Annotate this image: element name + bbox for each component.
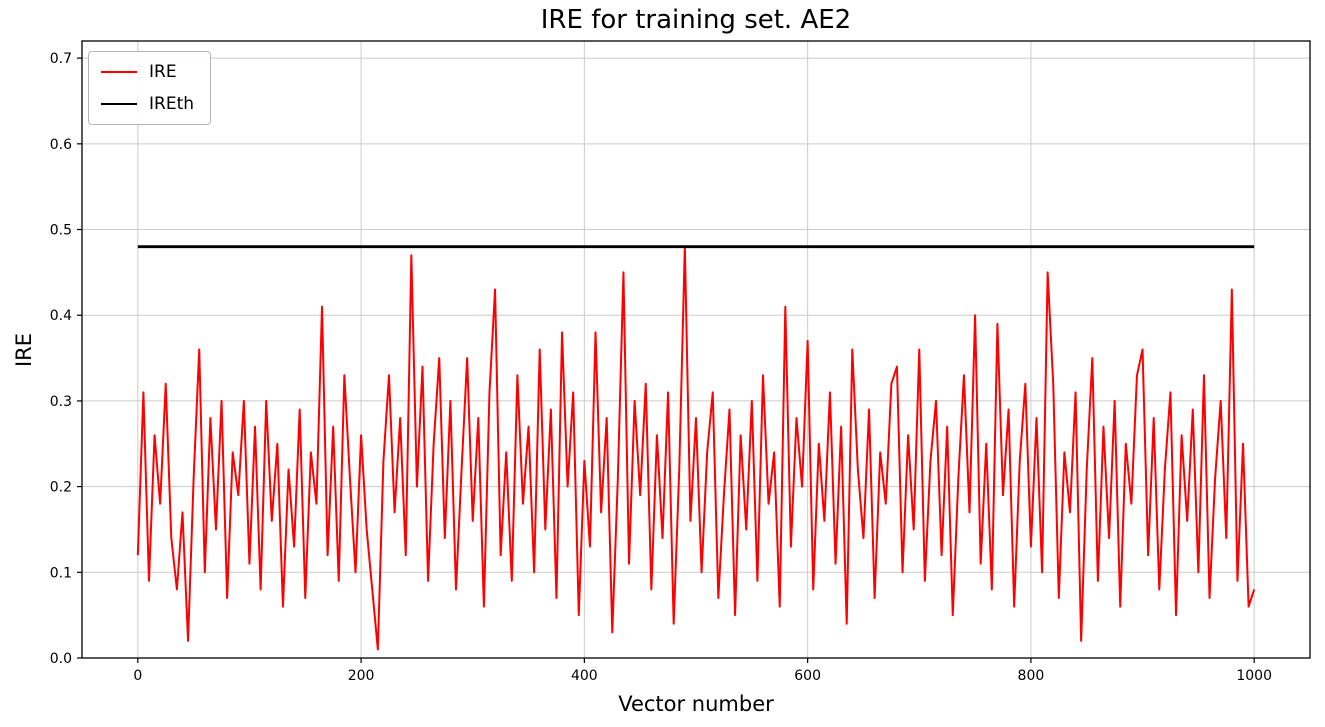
y-tick-label: 0.5 [50, 223, 72, 239]
x-tick-label: 800 [1018, 668, 1045, 684]
legend: IRE IREth [88, 51, 212, 125]
x-tick-label: 0 [133, 668, 142, 684]
chart-title: IRE for training set. AE2 [540, 5, 852, 35]
legend-label-ire: IRE [149, 62, 177, 82]
legend-label-ireth: IREth [149, 94, 195, 114]
y-tick-label: 0.1 [50, 565, 72, 581]
x-axis-label: Vector number [618, 692, 774, 716]
legend-item-ire: IRE [101, 62, 194, 82]
ireth-line-swatch [101, 103, 137, 105]
y-tick-label: 0.6 [50, 137, 72, 153]
y-tick-label: 0.3 [50, 394, 72, 410]
x-tick-label: 200 [348, 668, 375, 684]
x-tick-label: 600 [794, 668, 821, 684]
y-tick-label: 0.2 [50, 480, 72, 496]
y-axis-label: IRE [12, 332, 36, 368]
y-tick-label: 0.4 [50, 308, 72, 324]
x-tick-label: 1000 [1236, 668, 1272, 684]
ire-data-line [136, 245, 1256, 651]
ire-line-swatch [101, 71, 137, 73]
x-tick-label: 400 [571, 668, 598, 684]
y-tick-label: 0.0 [50, 651, 72, 667]
y-tick-label: 0.7 [50, 51, 72, 67]
legend-item-ireth: IREth [101, 94, 194, 114]
plot-background [82, 41, 1310, 658]
axes-border [81, 40, 1311, 659]
